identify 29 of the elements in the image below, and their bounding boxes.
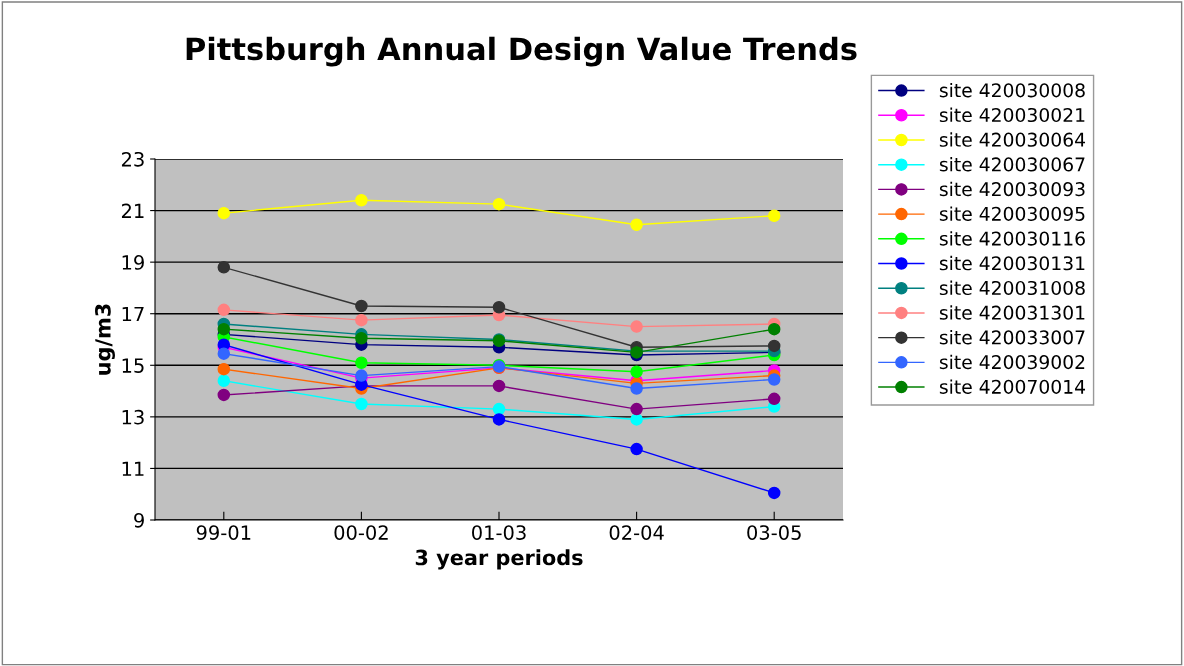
y-tick-label: 13: [122, 409, 144, 425]
legend-label: site 420030064: [939, 132, 1086, 147]
legend-label: site 420030021: [939, 107, 1085, 123]
y-tick-label: 9: [134, 512, 144, 528]
y-tick-label: 23: [121, 151, 144, 167]
x-tick-label: 01-03: [472, 525, 526, 540]
legend-label: site 420030093: [939, 181, 1085, 197]
legend-label: site 420033007: [939, 329, 1085, 345]
y-tick-label: 21: [121, 203, 144, 218]
legend-label: site 420030095: [939, 206, 1085, 221]
legend-label: site 420031301: [939, 305, 1085, 320]
legend-label: site 420030067: [939, 157, 1085, 172]
x-tick-label: 00-02: [334, 525, 388, 540]
legend-label: site 420070014: [939, 379, 1086, 394]
y-tick-label: 19: [122, 255, 144, 270]
legend-label: site 420030008: [939, 82, 1085, 98]
x-tick-label: 03-05: [747, 525, 801, 540]
y-tick-label: 11: [122, 461, 144, 476]
x-axis-title: 3 year periods: [415, 549, 583, 570]
chart-title: Pittsburgh Annual Design Value Trends: [186, 36, 857, 67]
legend-label: site 420039002: [939, 354, 1085, 370]
legend-label: site 420030131: [939, 255, 1085, 271]
legend-label: site 420030116: [939, 231, 1085, 246]
y-tick-label: 15: [122, 358, 144, 373]
legend-label: site 420031008: [939, 280, 1085, 296]
x-tick-label: 99-01: [196, 525, 251, 540]
y-axis-title: ug/m3: [95, 304, 115, 375]
x-tick-label: 02-04: [609, 525, 664, 540]
y-tick-label: 17: [122, 306, 144, 322]
